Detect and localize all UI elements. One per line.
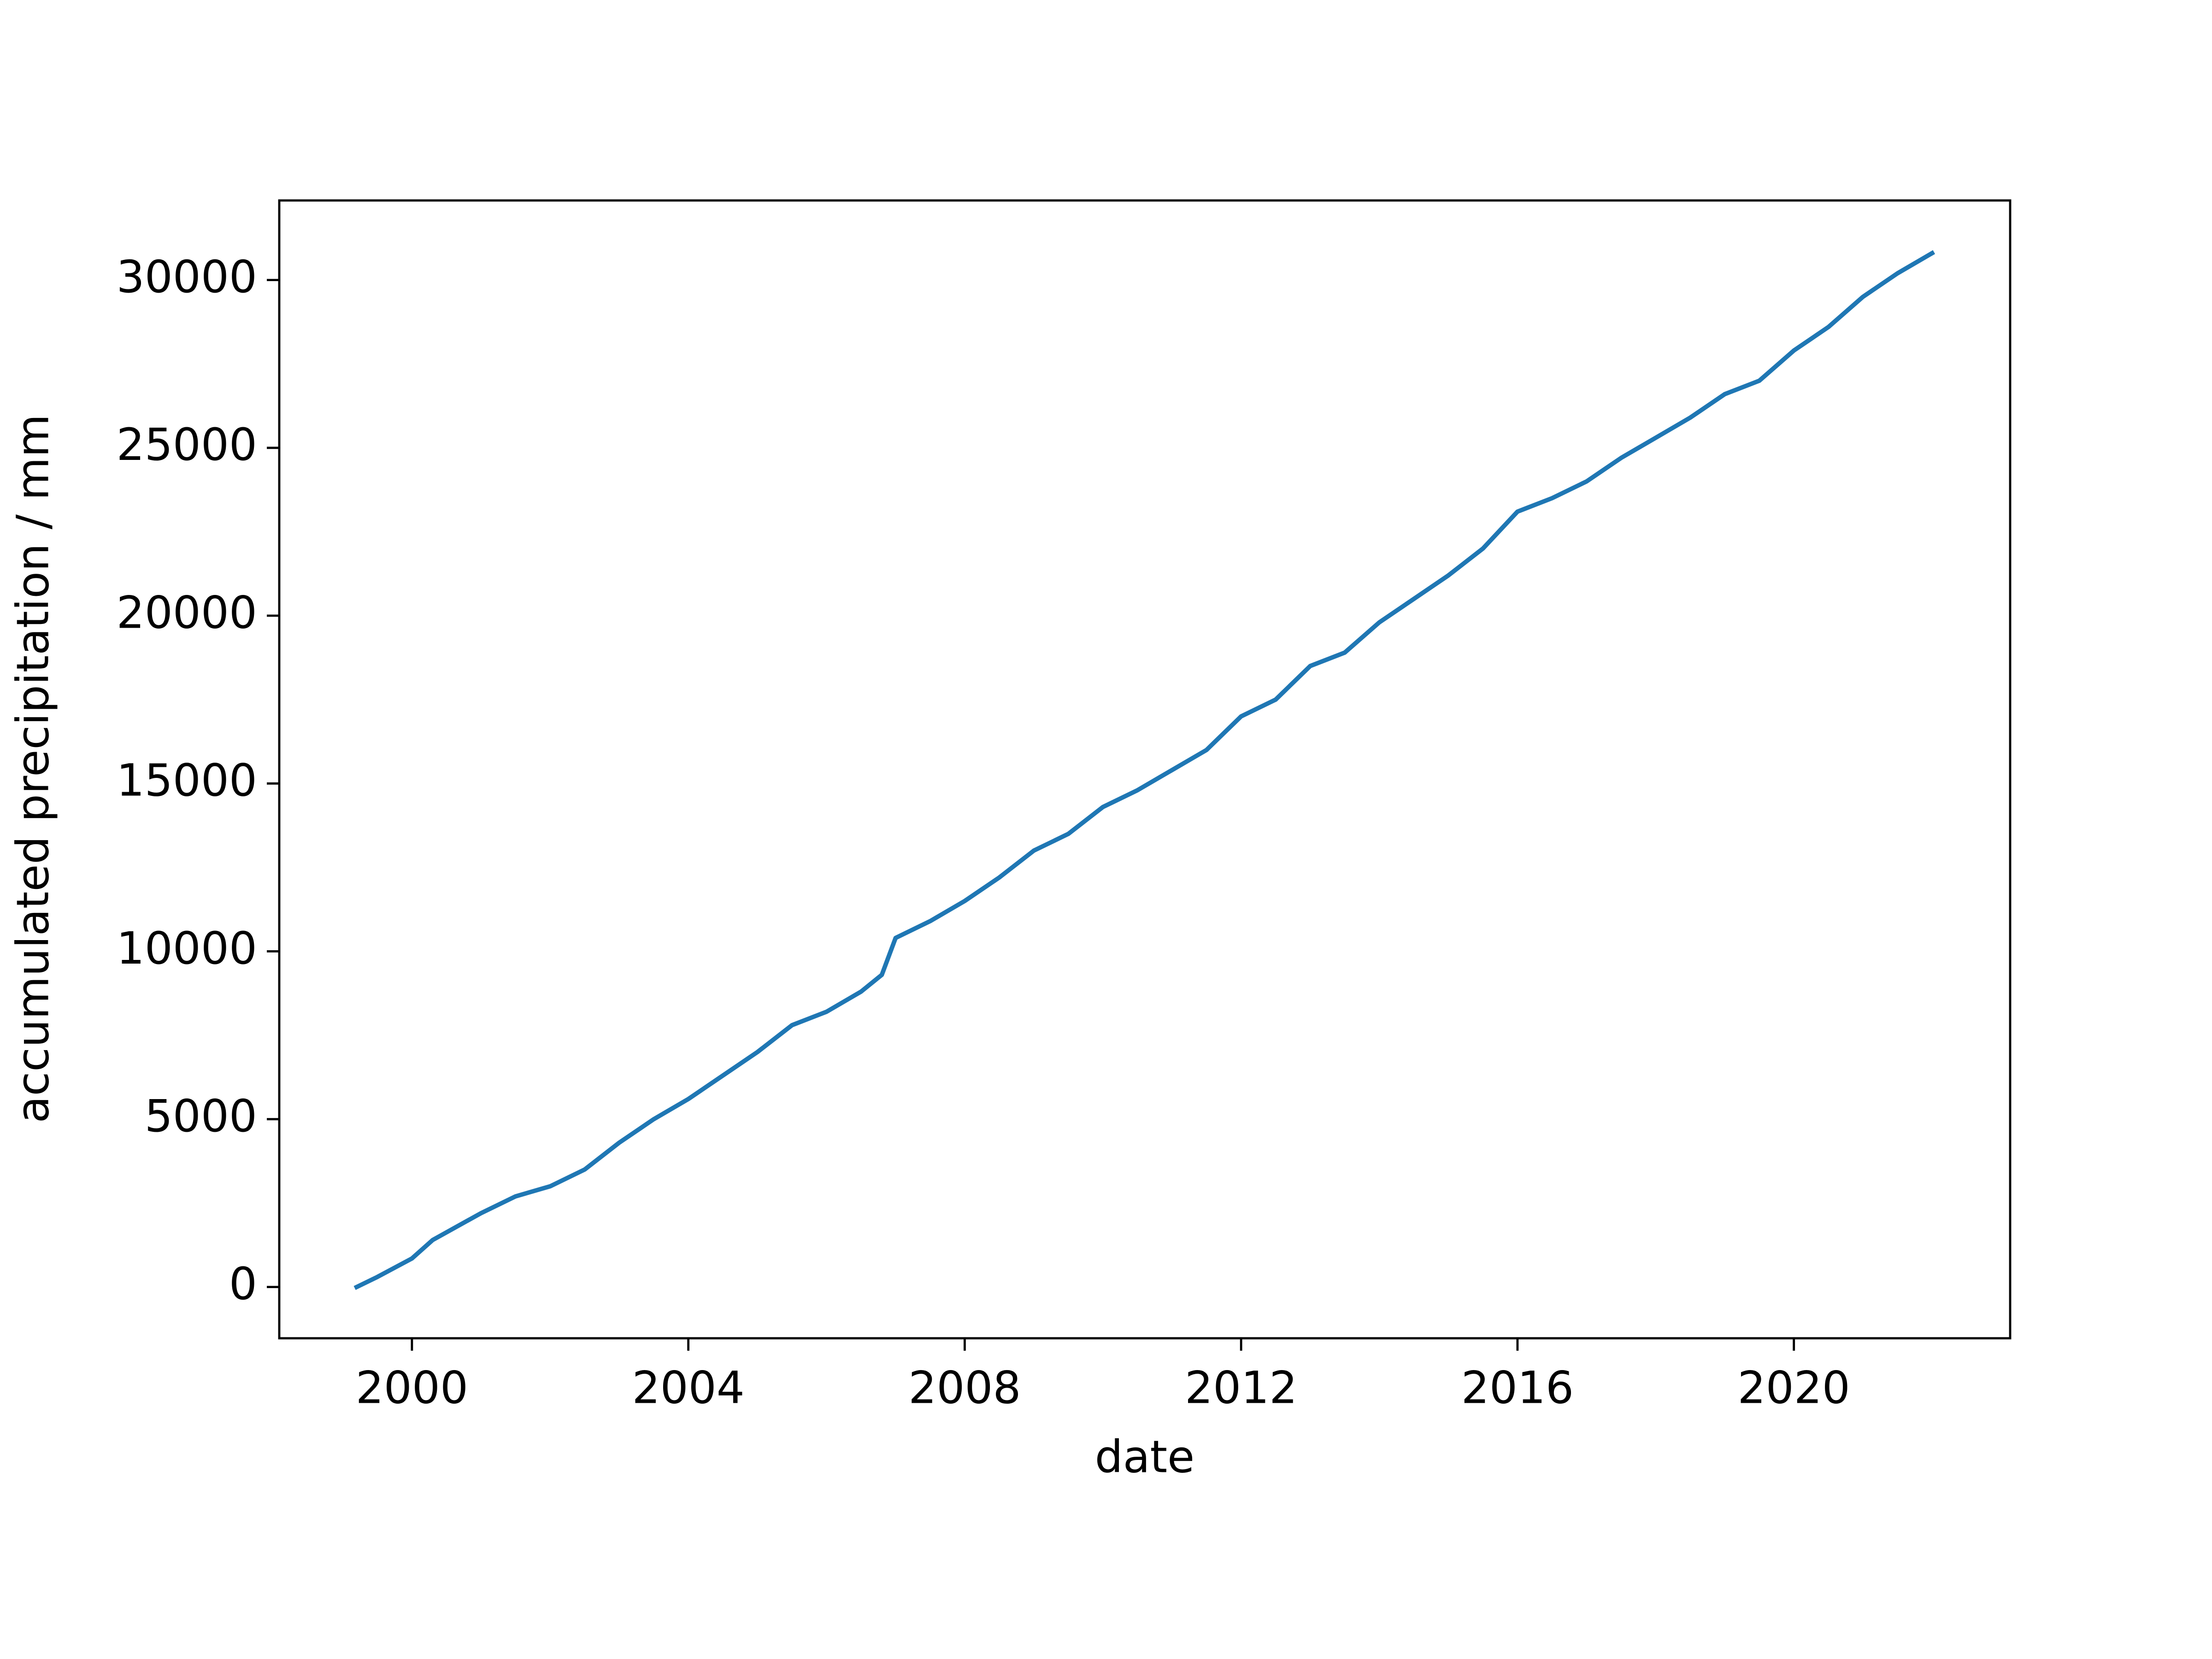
x-tick-label: 2012 bbox=[1185, 1362, 1297, 1413]
x-tick-label: 2016 bbox=[1461, 1362, 1574, 1413]
y-tick-label: 10000 bbox=[117, 923, 257, 974]
y-tick-label: 5000 bbox=[145, 1090, 257, 1142]
x-tick-label: 2008 bbox=[908, 1362, 1021, 1413]
y-tick-label: 0 bbox=[229, 1258, 257, 1310]
data-line bbox=[353, 250, 1936, 1290]
x-tick-label: 2004 bbox=[632, 1362, 744, 1413]
y-tick-label: 20000 bbox=[117, 587, 257, 638]
y-tick-label: 15000 bbox=[117, 755, 257, 806]
x-tick-label: 2020 bbox=[1738, 1362, 1850, 1413]
y-tick-label: 25000 bbox=[117, 419, 257, 471]
x-tick-label: 2000 bbox=[356, 1362, 468, 1413]
y-axis-label: accumulated precipitation / mm bbox=[7, 414, 59, 1123]
plot-frame bbox=[278, 199, 2012, 1340]
x-axis-label: date bbox=[1095, 1431, 1194, 1483]
y-tick-label: 30000 bbox=[117, 251, 257, 303]
